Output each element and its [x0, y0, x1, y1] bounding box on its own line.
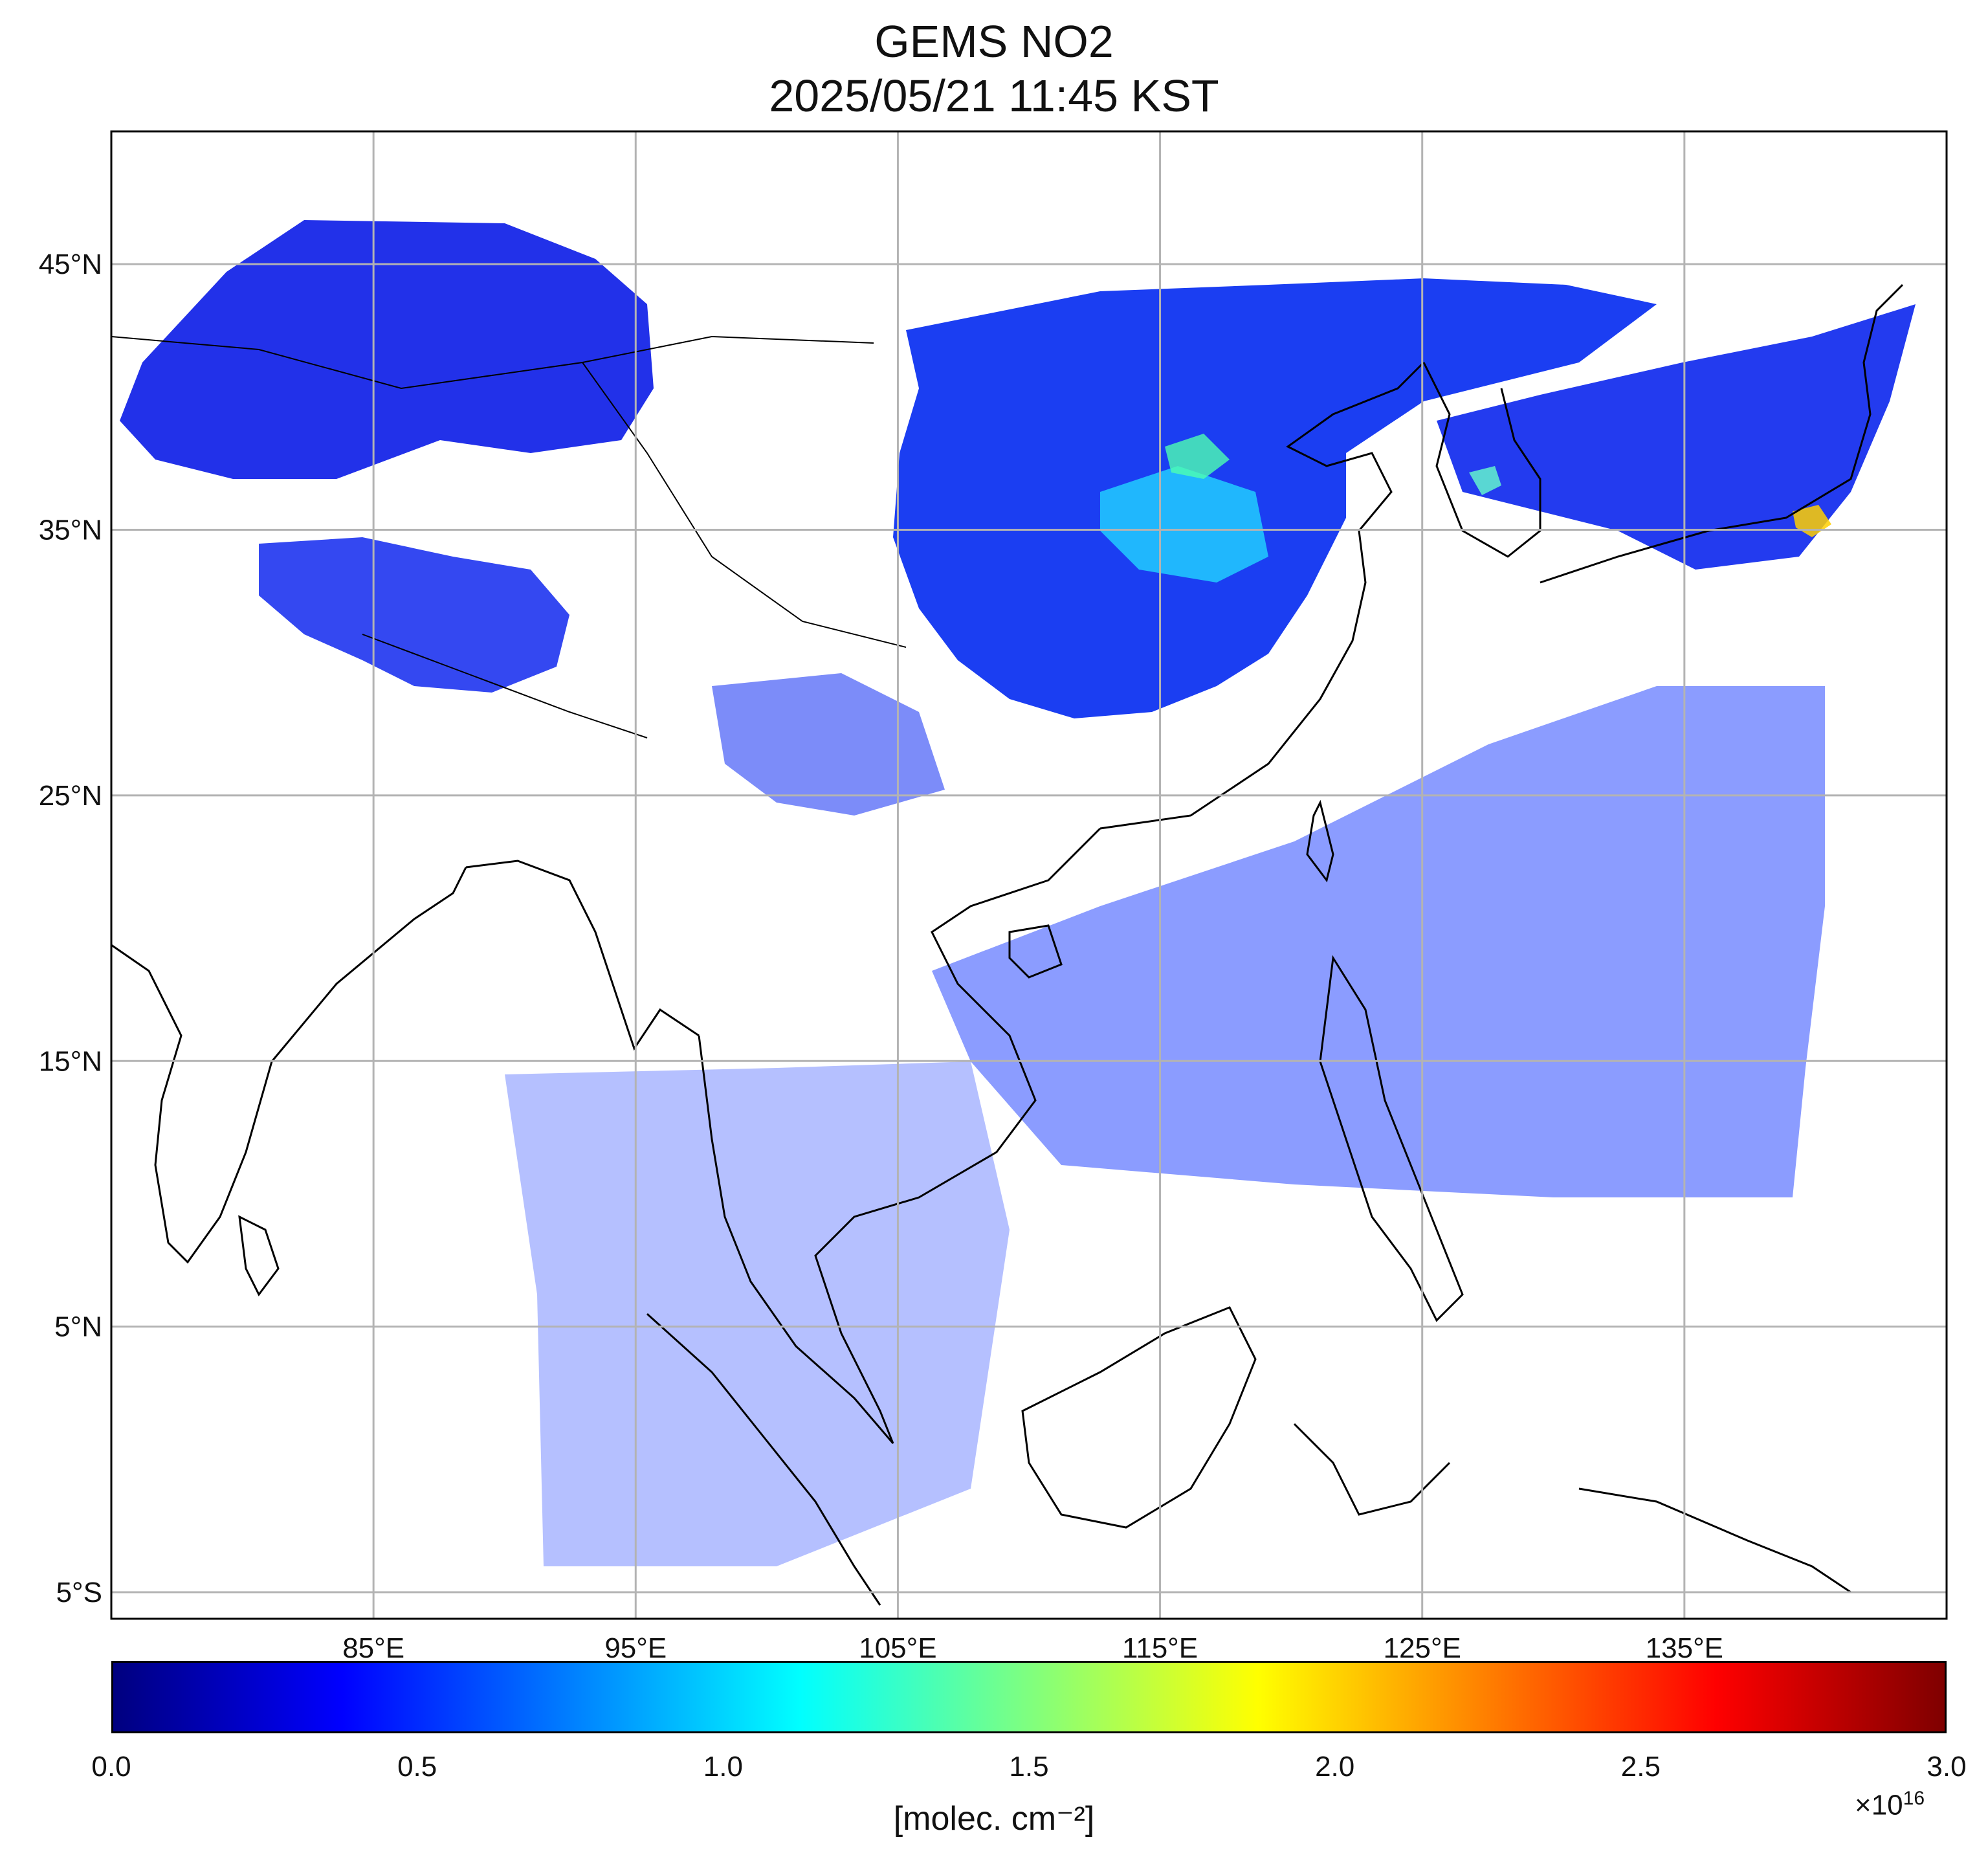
- no2-data-layer: [120, 220, 1916, 1566]
- multiplier-exponent: 16: [1903, 1788, 1925, 1809]
- no2-hotspot-beijing: [1165, 434, 1230, 479]
- lon-tick-label: 105°E: [859, 1632, 936, 1664]
- lon-tick-label: 135°E: [1646, 1632, 1723, 1664]
- coast-sumatra: [646, 1313, 881, 1606]
- no2-swath-bay-of-bengal: [505, 1061, 1010, 1566]
- coast-taiwan: [1306, 799, 1334, 883]
- no2-swath-central-asia: [120, 220, 654, 479]
- lon-tick-label: 85°E: [342, 1632, 404, 1664]
- title-line-1: GEMS NO2: [874, 16, 1114, 67]
- no2-hotspot-seoul: [1469, 466, 1501, 495]
- no2-swath-west-pacific: [932, 686, 1825, 1197]
- colorbar-multiplier: ×1016: [1855, 1788, 1925, 1822]
- coast-japan: [1540, 283, 1904, 584]
- lon-tick-label: 95°E: [604, 1632, 667, 1664]
- coast-hainan: [1008, 924, 1063, 979]
- no2-swath-korea-japan: [1437, 304, 1916, 570]
- no2-swath-north-china: [893, 278, 1657, 718]
- colorbar-unit-label: [molec. cm⁻²]: [893, 1800, 1095, 1838]
- lat-tick-label: 5°S: [56, 1577, 102, 1608]
- coast-india-west: [111, 867, 467, 1264]
- no2-swath-tibet: [259, 537, 569, 693]
- longitude-tick-labels: 85°E 95°E 105°E 115°E 125°E 135°E: [342, 1632, 1723, 1664]
- figure-title: GEMS NO2 2025/05/21 11:45 KST: [0, 14, 1988, 123]
- colorbar-tick-label: 2.5: [1620, 1751, 1661, 1783]
- coast-china-south-east: [1099, 361, 1425, 830]
- border-inland: [111, 335, 907, 739]
- coast-philippines: [1319, 955, 1464, 1322]
- coast-korea: [1422, 362, 1541, 558]
- no2-hotspot-bohai: [1100, 466, 1268, 583]
- lat-tick-label: 25°N: [39, 780, 102, 812]
- lon-tick-label: 125°E: [1384, 1632, 1461, 1664]
- colorbar-tick-label: 0.5: [397, 1751, 437, 1783]
- colorbar-tick-label: 2.0: [1315, 1751, 1355, 1783]
- no2-swath-south-china: [712, 673, 945, 816]
- coastline-layer: [111, 283, 1904, 1606]
- colorbar-tick-label: 3.0: [1927, 1751, 1967, 1783]
- map-canvas: 45°N 35°N 25°N 15°N 5°N 5°S 85°E 95°E 105°E 115°…: [39, 130, 1948, 1664]
- coast-sulawesi-newguinea: [1293, 1423, 1851, 1594]
- lat-tick-label: 35°N: [39, 515, 102, 546]
- lat-tick-label: 45°N: [39, 249, 102, 280]
- colorbar-tick-label: 1.0: [703, 1751, 743, 1783]
- title-line-2: 2025/05/21 11:45 KST: [769, 71, 1219, 121]
- coast-borneo: [1021, 1306, 1257, 1529]
- colorbar-tick-label: 0.0: [91, 1751, 131, 1783]
- gridlines: [111, 131, 1947, 1619]
- lat-tick-label: 15°N: [39, 1045, 102, 1077]
- colorbar-tick-label: 1.5: [1009, 1751, 1049, 1783]
- lat-tick-label: 5°N: [54, 1311, 102, 1343]
- coast-sri-lanka: [238, 1215, 280, 1296]
- map-frame: [110, 130, 1948, 1620]
- multiplier-base: ×10: [1855, 1789, 1903, 1821]
- coast-indochina: [698, 827, 1101, 1444]
- coast-bay-of-bengal-east: [465, 860, 700, 1051]
- lon-tick-label: 115°E: [1122, 1632, 1198, 1664]
- colorbar: [111, 1661, 1947, 1733]
- latitude-tick-labels: 45°N 35°N 25°N 15°N 5°N 5°S: [39, 249, 102, 1608]
